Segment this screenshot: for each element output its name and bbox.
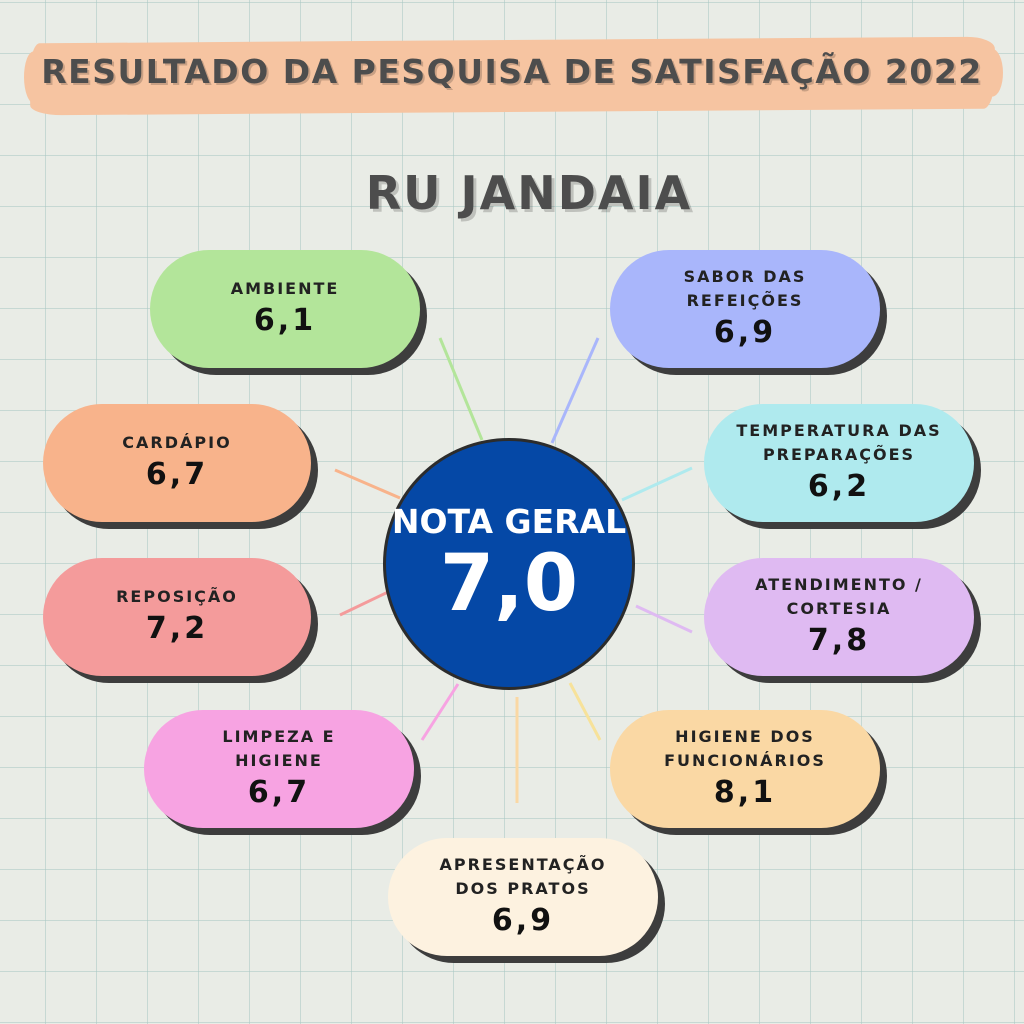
category-score: 6,2 [807,469,871,504]
category-higiene-funcionarios: HIGIENE DOS FUNCIONÁRIOS 8,1 [610,710,880,828]
overall-score-circle: NOTA GERAL 7,0 [383,438,635,690]
connector-sabor [550,337,600,444]
category-atendimento: ATENDIMENTO / CORTESIA 7,8 [704,558,974,676]
connector-ambiente [438,337,484,441]
page-subtitle: RU JANDAIA [365,166,693,220]
category-label-line1: TEMPERATURA DAS [736,421,942,440]
category-limpeza: LIMPEZA E HIGIENE 6,7 [144,710,414,828]
category-score: 6,7 [145,457,209,492]
overall-score: 7,0 [439,539,579,629]
category-score: 6,7 [247,775,311,810]
category-score: 6,9 [491,903,555,938]
category-label-line2: DOS PRATOS [455,879,591,898]
category-label-line1: APRESENTAÇÃO [439,855,607,874]
category-score: 7,2 [145,611,209,646]
connector-atendimento [635,604,693,634]
category-score: 6,1 [253,303,317,338]
connector-cardapio [334,468,401,500]
category-reposicao: REPOSIÇÃO 7,2 [43,558,311,676]
category-label-line2: HIGIENE [235,751,323,770]
category-label-line1: LIMPEZA E [222,727,336,746]
category-label-line1: HIGIENE DOS [675,727,815,746]
category-label: SABOR DAS REFEIÇÕES [683,267,807,310]
category-cardapio: CARDÁPIO 6,7 [43,404,311,522]
category-score: 6,9 [713,315,777,350]
category-sabor-das-refeicoes: SABOR DAS REFEIÇÕES 6,9 [610,250,880,368]
category-apresentacao: APRESENTAÇÃO DOS PRATOS 6,9 [388,838,658,956]
category-label-line1: ATENDIMENTO / [755,575,923,594]
category-label: REPOSIÇÃO [116,587,238,606]
connector-reposicao [339,590,389,617]
connector-temperatura [621,466,693,502]
category-score: 8,1 [713,775,777,810]
category-label: AMBIENTE [230,279,340,298]
connector-higiene-func [568,682,602,741]
category-score: 7,8 [807,623,871,658]
category-ambiente: AMBIENTE 6,1 [150,250,420,368]
category-label-line2: CORTESIA [786,599,892,618]
overall-label: NOTA GERAL [391,502,627,541]
category-temperatura: TEMPERATURA DAS PREPARAÇÕES 6,2 [704,404,974,522]
category-label-line2: FUNCIONÁRIOS [664,751,826,770]
category-label: CARDÁPIO [122,433,232,452]
connector-limpeza [420,683,460,741]
page-title: RESULTADO DA PESQUISA DE SATISFAÇÃO 2022 [41,52,983,91]
category-label-line2: PREPARAÇÕES [762,445,916,464]
